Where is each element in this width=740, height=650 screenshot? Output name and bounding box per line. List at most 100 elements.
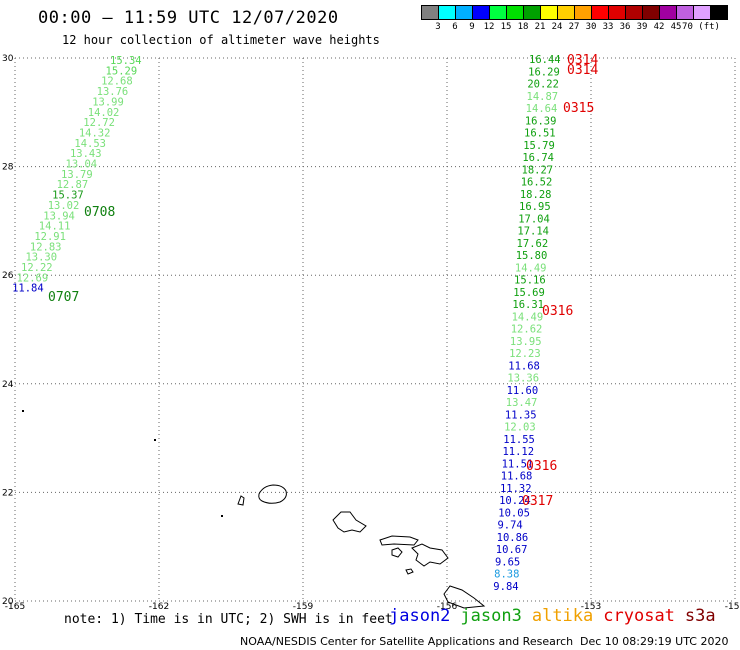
wave-height-value: 14.87 [527, 91, 559, 103]
color-scale-label: 18 [517, 22, 529, 32]
wave-height-value: 11.12 [502, 446, 534, 458]
wave-height-value: 12.91 [34, 231, 66, 243]
wave-height-value: 12.87 [57, 179, 89, 191]
map-axes: -165 -162 -159 -156 -153 -150 30 28 26 24 22 20 [2, 54, 740, 610]
latitude-tick-label: 30 [2, 54, 14, 64]
wave-height-value: 12.83 [30, 241, 62, 253]
longitude-tick-label: -162 [149, 602, 169, 610]
wave-height-value: 10.24 [499, 495, 531, 507]
legend-jason3: jason3 [460, 606, 522, 626]
pass-time-label: 0708 [84, 205, 115, 220]
color-scale-label: 24 [551, 22, 563, 32]
map-title: 00:00 – 11:59 UTC 12/07/2020 [38, 8, 339, 28]
latitude-tick-label: 22 [2, 488, 13, 498]
wave-height-value: 13.30 [25, 252, 57, 264]
wave-height-value: 12.68 [101, 76, 133, 88]
color-swatch [710, 5, 728, 20]
pass-time-label: 0707 [48, 290, 79, 305]
legend-s3a: s3a [684, 606, 716, 626]
wave-height-value: 20.22 [527, 79, 559, 91]
map-subtitle: 12 hour collection of altimeter wave hei… [62, 33, 380, 47]
wave-height-value: 11.32 [500, 483, 532, 495]
satellite-legend: jason2 jason3 altika cryosat s3a [389, 606, 726, 626]
wave-height-value: 16.51 [524, 128, 556, 140]
latitude-tick-label: 20 [2, 597, 14, 607]
pass-time-label: 0316 [542, 304, 573, 319]
wave-height-value: 17.14 [517, 226, 549, 238]
wave-height-value: 18.27 [522, 164, 554, 176]
wave-height-value: 14.53 [74, 138, 106, 150]
wave-height-value: 15.29 [106, 65, 138, 77]
pass-time-label: 0314 [567, 63, 598, 78]
wave-height-value: 12.69 [17, 272, 49, 284]
color-scale-label: 21 [534, 22, 546, 32]
longitude-tick-label: -159 [293, 602, 314, 610]
wave-height-value: 16.95 [519, 201, 551, 213]
wave-height-value: 10.67 [496, 544, 528, 556]
wave-height-value: 17.62 [517, 238, 549, 250]
wave-height-value: 13.36 [507, 373, 539, 385]
wave-height-value: 16.52 [521, 177, 553, 189]
pass-time-label: 0315 [563, 101, 594, 116]
map-grid [14, 57, 736, 602]
color-scale-label: 39 [636, 22, 648, 32]
pass-time-label: 0317 [522, 494, 553, 509]
longitude-tick-label: -153 [581, 602, 601, 610]
generated-timestamp: Dec 10 08:29:19 UTC 2020 [580, 635, 729, 648]
wave-height-value: 9.84 [493, 581, 518, 593]
wave-height-value: 14.49 [515, 262, 547, 274]
wave-height-value: 16.44 [529, 54, 561, 66]
longitude-tick-label: -165 [5, 602, 25, 610]
wave-height-value: 17.04 [518, 213, 550, 225]
credit-line: NOAA/NESDIS Center for Satellite Applica… [240, 635, 574, 648]
hawaiian-islands [22, 410, 486, 609]
wave-height-value: 13.02 [48, 200, 80, 212]
west-track-values: 15.3415.2912.6813.7613.9914.0212.7214.32… [12, 55, 142, 295]
kahoolawe-island [405, 568, 414, 575]
wave-height-value: 13.99 [92, 96, 124, 108]
wave-height-value: 16.39 [525, 115, 557, 127]
wave-height-value: 13.43 [70, 148, 102, 160]
color-scale-label: 3 [435, 22, 441, 32]
longitude-tick-label: -156 [437, 602, 458, 610]
pass-time-label: 0316 [526, 459, 557, 474]
color-scale-label: 33 [602, 22, 614, 32]
wave-height-value: 13.94 [43, 210, 75, 222]
wave-height-value: 9.65 [495, 556, 520, 568]
hawaii-island [443, 585, 486, 609]
wave-height-value: 11.51 [502, 458, 534, 470]
wave-height-value: 10.05 [498, 507, 530, 519]
wave-height-value: 15.79 [523, 140, 555, 152]
wave-height-value: 13.95 [510, 336, 542, 348]
wave-height-value: 15.37 [52, 190, 84, 202]
east-track-values: 16.4416.2920.2214.8714.6416.3916.5115.79… [493, 54, 560, 593]
niihau-island [237, 495, 245, 506]
wave-height-value: 13.79 [61, 169, 93, 181]
wave-height-value: 12.22 [21, 262, 53, 274]
wave-height-value: 14.02 [88, 107, 120, 119]
wave-height-value: 13.47 [506, 397, 538, 409]
wave-height-value: 12.72 [83, 117, 115, 129]
color-scale-label: 42 [653, 22, 665, 32]
pass-time-label: 0314 [567, 53, 598, 68]
legend-cryosat: cryosat [603, 606, 675, 626]
latitude-tick-label: 24 [2, 380, 14, 390]
wave-height-value: 11.35 [505, 409, 537, 421]
wave-height-value: 12.62 [511, 324, 543, 336]
wave-height-value: 14.32 [79, 127, 111, 139]
wave-height-value: 16.74 [522, 152, 554, 164]
color-scale-label: 70 (ft) [682, 22, 720, 32]
latitude-tick-label: 26 [2, 271, 14, 281]
wave-height-value: 16.29 [528, 66, 560, 78]
color-scale-label: 27 [568, 22, 580, 32]
wave-height-value: 14.64 [526, 103, 558, 115]
wave-height-value: 15.34 [110, 55, 142, 67]
kauai-island [258, 484, 287, 504]
wave-height-value: 14.49 [512, 311, 544, 323]
wave-height-value: 12.03 [504, 422, 536, 434]
molokai-island [379, 535, 419, 546]
wave-height-map: -165 -162 -159 -156 -153 -150 30 28 26 24 22 20 15.… [2, 53, 740, 610]
wave-height-value: 13.76 [97, 86, 129, 98]
longitude-tick-label: -150 [725, 602, 740, 610]
